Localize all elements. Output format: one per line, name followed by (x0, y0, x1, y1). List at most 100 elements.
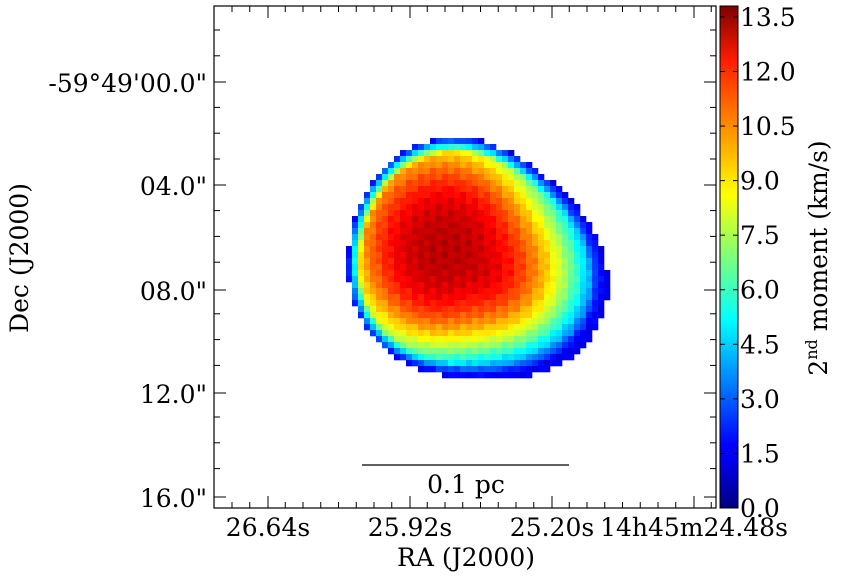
heatmap-cell (472, 258, 479, 265)
heatmap-cell (424, 342, 431, 349)
heatmap-cell (556, 264, 563, 271)
heatmap-cell (442, 216, 449, 223)
heatmap-cell (532, 282, 539, 289)
heatmap-cell (370, 186, 377, 193)
heatmap-cell (424, 258, 431, 265)
heatmap-cell (388, 216, 395, 223)
heatmap-cell (454, 150, 461, 157)
heatmap-cell (484, 210, 491, 217)
heatmap-cell (376, 174, 383, 181)
heatmap-cell (406, 198, 413, 205)
heatmap-cell (514, 210, 521, 217)
heatmap-cell (448, 348, 455, 355)
heatmap-cell (370, 216, 377, 223)
heatmap-cell (418, 282, 425, 289)
heatmap-cell (454, 366, 461, 373)
heatmap-cell (520, 168, 527, 175)
heatmap-cell (526, 198, 533, 205)
heatmap-cell (544, 222, 551, 229)
heatmap-cell (508, 240, 515, 247)
heatmap-cell (454, 270, 461, 277)
heatmap-cell (496, 162, 503, 169)
heatmap-cell (472, 318, 479, 325)
heatmap-cell (436, 174, 443, 181)
heatmap-cell (490, 318, 497, 325)
heatmap-cell (376, 276, 383, 283)
heatmap-cell (448, 306, 455, 313)
heatmap-cell (484, 336, 491, 343)
heatmap-cell (484, 216, 491, 223)
heatmap-cell (556, 186, 563, 193)
heatmap-cell (406, 252, 413, 259)
heatmap-cell (532, 198, 539, 205)
heatmap-cell (544, 324, 551, 331)
heatmap-cell (436, 312, 443, 319)
heatmap-cell (490, 300, 497, 307)
heatmap-cell (580, 240, 587, 247)
heatmap-cell (472, 204, 479, 211)
heatmap-cell (562, 240, 569, 247)
heatmap-cell (508, 162, 515, 169)
heatmap-cell (550, 324, 557, 331)
heatmap-cell (376, 192, 383, 199)
heatmap-cell (424, 264, 431, 271)
heatmap-cell (490, 330, 497, 337)
heatmap-cell (352, 222, 359, 229)
heatmap-cell (388, 282, 395, 289)
heatmap-cell (454, 336, 461, 343)
heatmap-cell (460, 192, 467, 199)
heatmap-cell (586, 258, 593, 265)
heatmap-cell (526, 270, 533, 277)
heatmap-cell (586, 306, 593, 313)
heatmap-cell (418, 360, 425, 367)
heatmap-cell (520, 318, 527, 325)
heatmap-cell (466, 342, 473, 349)
heatmap-cell (418, 192, 425, 199)
heatmap-cell (418, 168, 425, 175)
heatmap-cell (454, 138, 461, 145)
heatmap-cell (454, 174, 461, 181)
heatmap-cell (508, 180, 515, 187)
heatmap-cell (544, 348, 551, 355)
heatmap-cell (580, 318, 587, 325)
heatmap-cell (526, 162, 533, 169)
heatmap-cell (364, 204, 371, 211)
heatmap-cell (592, 258, 599, 265)
heatmap-cell (574, 312, 581, 319)
heatmap-cell (406, 174, 413, 181)
heatmap-cell (502, 324, 509, 331)
heatmap-cell (508, 306, 515, 313)
heatmap-cell (502, 222, 509, 229)
heatmap-cell (502, 264, 509, 271)
heatmap-cell (430, 240, 437, 247)
heatmap-cell (454, 294, 461, 301)
heatmap-cell (460, 306, 467, 313)
heatmap-cell (484, 246, 491, 253)
heatmap-cell (436, 324, 443, 331)
heatmap-cell (394, 276, 401, 283)
heatmap-cell (388, 342, 395, 349)
heatmap-cell (412, 270, 419, 277)
heatmap-cell (460, 174, 467, 181)
heatmap-cell (544, 294, 551, 301)
heatmap-cell (436, 234, 443, 241)
heatmap-cell (460, 258, 467, 265)
heatmap-cell (448, 138, 455, 145)
heatmap-cell (418, 342, 425, 349)
heatmap-cell (388, 228, 395, 235)
heatmap-cell (424, 354, 431, 361)
heatmap-cell (412, 252, 419, 259)
heatmap-cell (472, 264, 479, 271)
heatmap-cell (466, 186, 473, 193)
heatmap-cell (370, 222, 377, 229)
heatmap-cell (520, 342, 527, 349)
heatmap-cell (352, 300, 359, 307)
heatmap-cell (544, 228, 551, 235)
heatmap-cell (568, 312, 575, 319)
heatmap-cell (466, 264, 473, 271)
heatmap-cell (586, 294, 593, 301)
heatmap-cell (538, 186, 545, 193)
heatmap-cell (478, 270, 485, 277)
heatmap-cell (466, 294, 473, 301)
heatmap-cell (562, 348, 569, 355)
